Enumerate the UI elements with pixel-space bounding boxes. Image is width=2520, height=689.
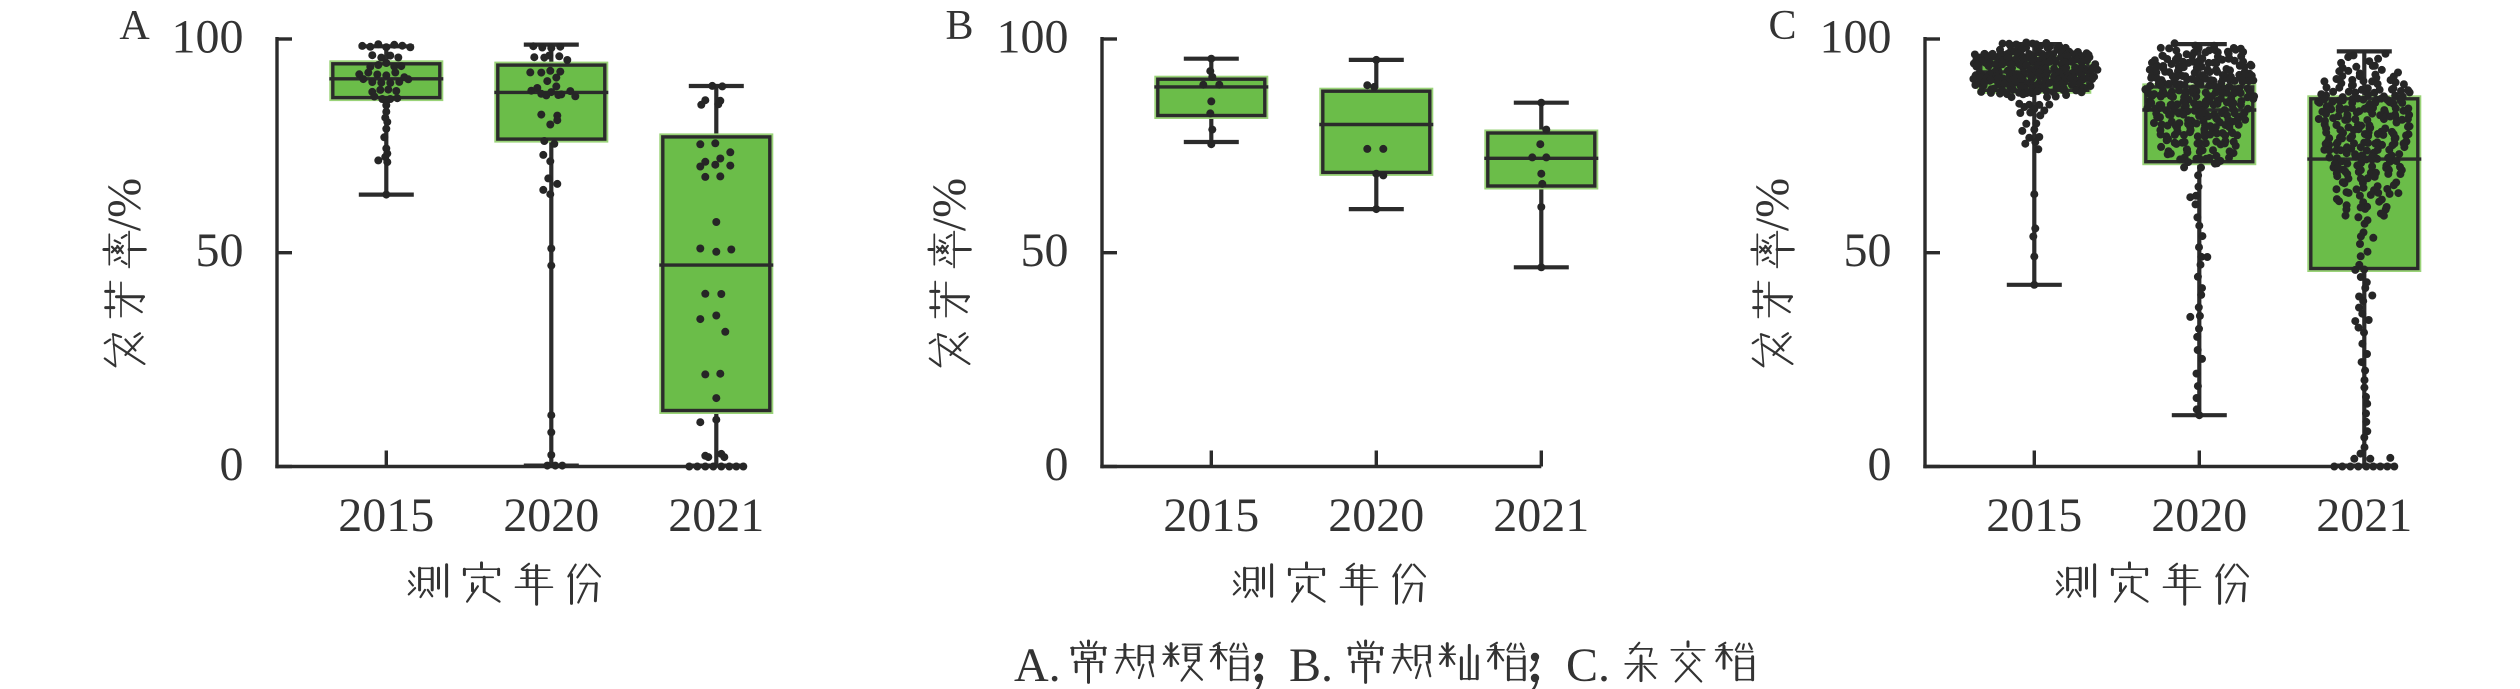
svg-text:2015: 2015 bbox=[1163, 489, 1259, 542]
svg-text:100: 100 bbox=[1820, 11, 1892, 64]
svg-text:C.: C. bbox=[1566, 639, 1610, 689]
svg-text:2020: 2020 bbox=[503, 489, 599, 542]
svg-text:B.: B. bbox=[1289, 639, 1333, 689]
svg-text:50: 50 bbox=[1844, 224, 1892, 277]
svg-text:50: 50 bbox=[1021, 224, 1069, 277]
svg-text:2015: 2015 bbox=[1986, 489, 2082, 542]
svg-text:A: A bbox=[119, 3, 150, 49]
svg-text:/%: /% bbox=[98, 178, 151, 231]
svg-text:50: 50 bbox=[196, 224, 244, 277]
svg-text:2021: 2021 bbox=[668, 489, 764, 542]
svg-text:0: 0 bbox=[220, 438, 244, 491]
svg-text:B: B bbox=[945, 3, 973, 49]
svg-text:/%: /% bbox=[1746, 178, 1799, 231]
svg-text:2021: 2021 bbox=[2316, 489, 2412, 542]
svg-text:C: C bbox=[1768, 3, 1796, 49]
svg-text:100: 100 bbox=[172, 11, 244, 64]
svg-text:0: 0 bbox=[1868, 438, 1892, 491]
svg-text:2021: 2021 bbox=[1493, 489, 1589, 542]
svg-text:2020: 2020 bbox=[2151, 489, 2247, 542]
svg-text:/%: /% bbox=[923, 178, 976, 231]
svg-text:0: 0 bbox=[1045, 438, 1069, 491]
svg-text:A.: A. bbox=[1014, 639, 1061, 689]
svg-text:2020: 2020 bbox=[1328, 489, 1424, 542]
svg-text:100: 100 bbox=[997, 11, 1069, 64]
svg-text:2015: 2015 bbox=[338, 489, 434, 542]
